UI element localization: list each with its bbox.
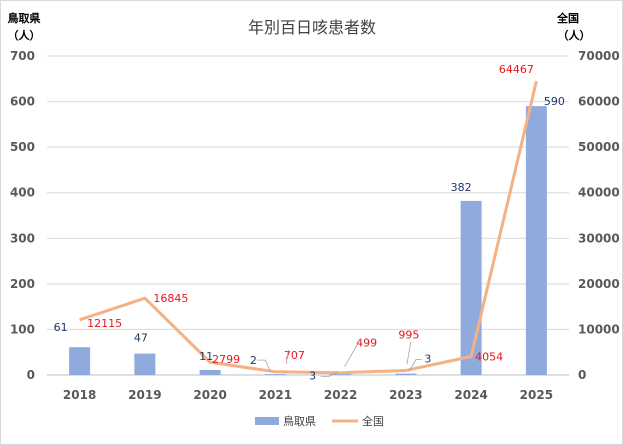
label-leader-line (344, 338, 361, 367)
left-tick-label: 100 (10, 322, 35, 336)
right-tick-label: 0 (578, 368, 586, 382)
bar-data-label: 382 (451, 181, 472, 194)
left-tick-label: 700 (10, 49, 35, 63)
line-data-label: 12115 (87, 317, 122, 330)
bar-tottori (330, 373, 352, 375)
legend: 鳥取県 全国 (255, 414, 384, 428)
chart-title: 年別百日咳患者数 (248, 18, 376, 37)
label-leader-line (408, 359, 422, 372)
legend-swatch-tottori (255, 417, 279, 425)
label-leader-line (257, 359, 271, 373)
bar-data-label: 61 (54, 321, 68, 334)
bar-data-label: 3 (424, 353, 431, 366)
x-tick-label: 2018 (63, 388, 96, 402)
line-data-label: 499 (356, 337, 377, 350)
x-tick-label: 2022 (324, 388, 357, 402)
left-tick-label: 200 (10, 277, 35, 291)
left-tick-label: 300 (10, 231, 35, 245)
label-leader-line (406, 341, 412, 365)
data-labels: 61 47 11 2 3 3 382 590 12115 16845 2799 707 499 995 40… (54, 63, 565, 382)
line-data-label: 2799 (212, 353, 240, 366)
line-data-label: 4054 (475, 351, 503, 364)
right-axis-title: 全国 (556, 11, 579, 25)
grid-layer (47, 55, 569, 376)
left-tick-label: 600 (10, 95, 35, 109)
right-tick-label: 70000 (578, 49, 620, 63)
bar-tottori (395, 373, 417, 375)
bar-data-label: 11 (199, 350, 213, 363)
axes: 0 100 200 300 400 500 600 700 0 10000 20000 30000 40… (10, 49, 620, 402)
bar-data-label: 2 (250, 354, 257, 367)
legend-label-national: 全国 (362, 414, 384, 428)
right-tick-label: 20000 (578, 277, 620, 291)
right-tick-label: 30000 (578, 231, 620, 245)
bar-series-tottori (69, 106, 547, 375)
bar-data-label: 590 (544, 95, 565, 108)
x-tick-label: 2025 (520, 388, 553, 402)
bar-data-label: 47 (134, 332, 148, 345)
right-axis-unit: （人） (558, 28, 591, 42)
label-leader-line (285, 349, 289, 364)
line-data-label: 707 (284, 349, 305, 362)
left-axis-title: 鳥取県 (8, 11, 41, 25)
bar-tottori (525, 106, 547, 375)
right-tick-label: 40000 (578, 186, 620, 200)
left-tick-label: 400 (10, 186, 35, 200)
bar-tottori (264, 374, 286, 375)
left-axis-unit: （人） (8, 28, 41, 42)
x-tick-label: 2021 (259, 388, 292, 402)
x-tick-label: 2024 (454, 388, 487, 402)
line-series-national (79, 80, 538, 375)
line-data-label: 64467 (499, 63, 534, 76)
x-tick-label: 2020 (193, 388, 226, 402)
legend-label-tottori: 鳥取県 (283, 414, 316, 428)
x-tick-label: 2023 (389, 388, 422, 402)
bar-tottori (134, 353, 156, 375)
bar-tottori (69, 347, 91, 375)
right-tick-label: 50000 (578, 140, 620, 154)
line-national (79, 80, 538, 375)
bar-tottori (199, 369, 221, 375)
bar-data-label: 3 (309, 370, 316, 383)
left-tick-label: 0 (27, 368, 35, 382)
x-tick-label: 2019 (128, 388, 161, 402)
line-data-label: 995 (398, 328, 419, 341)
label-leader-line (320, 371, 338, 378)
right-tick-label: 10000 (578, 322, 620, 336)
right-tick-label: 60000 (578, 95, 620, 109)
bar-tottori (460, 200, 482, 375)
left-tick-label: 500 (10, 140, 35, 154)
line-data-label: 16845 (153, 292, 188, 305)
